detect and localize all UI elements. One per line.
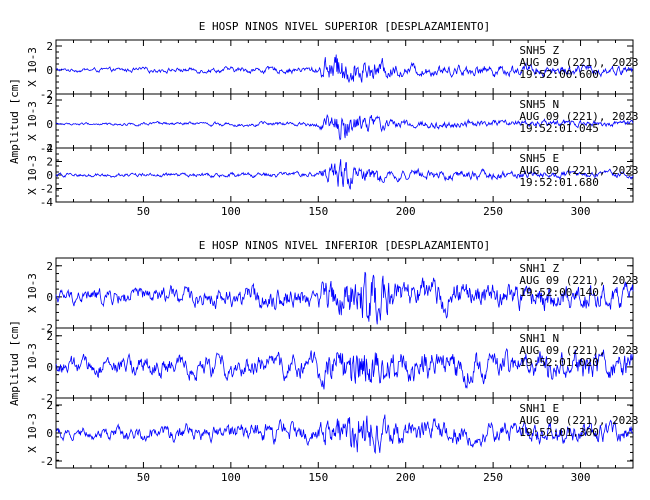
x-tick-label: 100 [221, 205, 241, 218]
y-tick-label: 2 [46, 94, 53, 107]
y-axis-label: Amplitud [cm] [8, 78, 21, 164]
y-tick-label: 0 [46, 64, 53, 77]
y-tick-label: 0 [46, 427, 53, 440]
trace-annotation: AUG 09 (221), 2023 [519, 344, 638, 357]
x-tick-label: 300 [571, 205, 591, 218]
y-tick-label: -2 [40, 455, 53, 468]
y-tick-label: 2 [46, 330, 53, 343]
trace-annotation: AUG 09 (221), 2023 [519, 414, 638, 427]
x-tick-label: 50 [137, 471, 150, 484]
x-tick-label: 200 [396, 471, 416, 484]
y-tick-label: 0 [46, 169, 53, 182]
y-scale-label: X 10-3 [26, 155, 39, 195]
y-scale-label: X 10-3 [26, 273, 39, 313]
y-scale-label: X 10-3 [26, 101, 39, 141]
y-axis-label: Amplitud [cm] [8, 320, 21, 406]
y-tick-label: 2 [46, 260, 53, 273]
x-tick-label: 250 [483, 205, 503, 218]
x-tick-label: 150 [308, 471, 328, 484]
waveform-trace [55, 271, 634, 325]
waveform-trace [55, 54, 634, 84]
waveform-trace [55, 348, 634, 390]
trace-annotation: AUG 09 (221), 2023 [519, 274, 638, 287]
y-tick-label: -2 [40, 142, 53, 155]
y-scale-label: X 10-3 [26, 47, 39, 87]
y-tick-label: -2 [40, 322, 53, 335]
trace-annotation: 19:52:01.020 [519, 356, 598, 369]
y-scale-label: X 10-3 [26, 413, 39, 453]
y-tick-label: 2 [46, 40, 53, 53]
trace-annotation: SNH1 N [519, 332, 559, 345]
y-tick-label: -2 [40, 88, 53, 101]
seismogram-block-1: E HOSP NINOS NIVEL SUPERIOR [DESPLAZAMIE… [8, 20, 639, 218]
trace-annotation: 19:52:01.045 [519, 122, 598, 135]
chart-title: E HOSP NINOS NIVEL INFERIOR [DESPLAZAMIE… [199, 239, 490, 252]
y-tick-label: 4 [46, 142, 53, 155]
seismogram-block-2: E HOSP NINOS NIVEL INFERIOR [DESPLAZAMIE… [8, 239, 639, 484]
waveform-trace [55, 159, 634, 190]
y-tick-label: 0 [46, 291, 53, 304]
trace-annotation: SNH5 N [519, 98, 559, 111]
y-tick-label: -4 [40, 196, 54, 209]
x-tick-label: 50 [137, 205, 150, 218]
y-tick-label: -2 [40, 183, 53, 196]
trace-annotation: AUG 09 (221), 2023 [519, 56, 638, 69]
trace-annotation: 19:52:00.600 [519, 68, 598, 81]
x-tick-label: 150 [308, 205, 328, 218]
trace-annotation: 19:52:01.300 [519, 426, 598, 439]
y-tick-label: -2 [40, 392, 53, 405]
x-tick-label: 250 [483, 471, 503, 484]
y-scale-label: X 10-3 [26, 343, 39, 383]
trace-annotation: 19:52:01.680 [519, 176, 598, 189]
trace-annotation: SNH5 E [519, 152, 559, 165]
trace-annotation: AUG 09 (221), 2023 [519, 164, 638, 177]
chart-title: E HOSP NINOS NIVEL SUPERIOR [DESPLAZAMIE… [199, 20, 490, 33]
trace-annotation: SNH1 E [519, 402, 559, 415]
trace-annotation: SNH5 Z [519, 44, 559, 57]
y-tick-label: 0 [46, 361, 53, 374]
waveform-trace [55, 414, 634, 455]
waveform-trace [55, 114, 634, 141]
x-tick-label: 100 [221, 471, 241, 484]
trace-annotation: SNH1 Z [519, 262, 559, 275]
y-tick-label: 0 [46, 118, 53, 131]
trace-annotation: 19:52:00.140 [519, 286, 598, 299]
y-tick-label: 2 [46, 156, 53, 169]
x-tick-label: 300 [571, 471, 591, 484]
trace-annotation: AUG 09 (221), 2023 [519, 110, 638, 123]
y-tick-label: 2 [46, 399, 53, 412]
x-tick-label: 200 [396, 205, 416, 218]
